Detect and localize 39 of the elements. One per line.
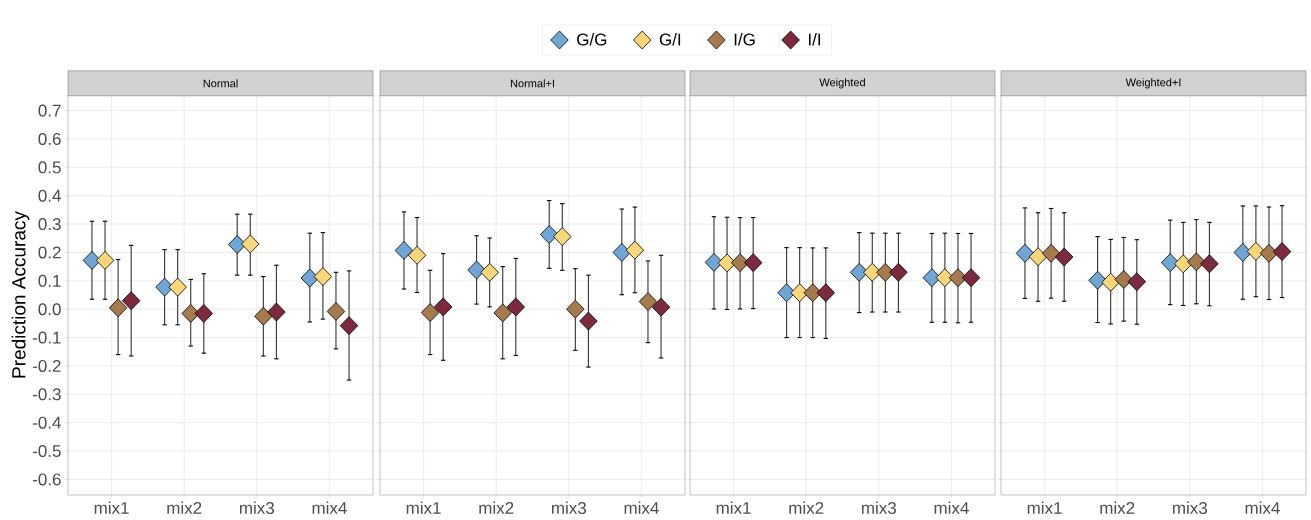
y-tick-label: -0.1 [32, 331, 61, 344]
chart-title: Normal [203, 79, 238, 88]
x-tick-label: mix2 [789, 501, 824, 514]
y-axis-title: Prediction Accuracy [11, 211, 30, 378]
x-tick-label: mix4 [624, 501, 659, 514]
legend-label: I/I [808, 33, 821, 46]
y-tick-label: 0.6 [38, 132, 61, 145]
y-tick-label: -0.5 [32, 445, 61, 458]
x-tick-label: mix1 [406, 501, 441, 514]
y-tick-label: 0.3 [38, 218, 61, 231]
chart-title: Normal+I [510, 79, 554, 88]
y-tick-label: 0.1 [38, 274, 61, 287]
legend-label: G/G [577, 33, 607, 46]
x-tick-label: mix3 [1173, 501, 1208, 515]
y-tick-label: 0.0 [38, 303, 61, 316]
legend-label: I/G [734, 33, 755, 46]
x-tick-label: mix1 [94, 501, 129, 514]
x-tick-label: mix2 [1100, 501, 1135, 514]
x-tick-label: mix4 [1245, 501, 1280, 514]
y-tick-label: -0.4 [32, 416, 61, 429]
x-tick-label: mix3 [862, 501, 897, 515]
y-tick-label: 0.5 [38, 161, 61, 174]
y-tick-label: 0.7 [38, 104, 61, 117]
x-tick-label: mix3 [552, 501, 587, 515]
x-tick-label: mix3 [240, 501, 275, 515]
y-tick-label: -0.3 [32, 388, 61, 401]
y-tick-label: -0.6 [32, 473, 61, 486]
chart-title: Weighted [819, 78, 865, 89]
x-tick-label: mix4 [934, 501, 969, 514]
y-tick-label: -0.2 [32, 359, 61, 372]
x-tick-label: mix2 [479, 501, 514, 514]
x-tick-label: mix2 [167, 501, 202, 514]
y-tick-label: 0.4 [38, 189, 61, 202]
x-tick-label: mix1 [1027, 501, 1062, 514]
x-tick-label: mix1 [716, 501, 751, 514]
y-tick-label: 0.2 [38, 246, 61, 259]
x-tick-label: mix4 [312, 501, 347, 514]
legend-label: G/I [659, 33, 681, 46]
chart-title: Weighted+I [1125, 78, 1181, 89]
